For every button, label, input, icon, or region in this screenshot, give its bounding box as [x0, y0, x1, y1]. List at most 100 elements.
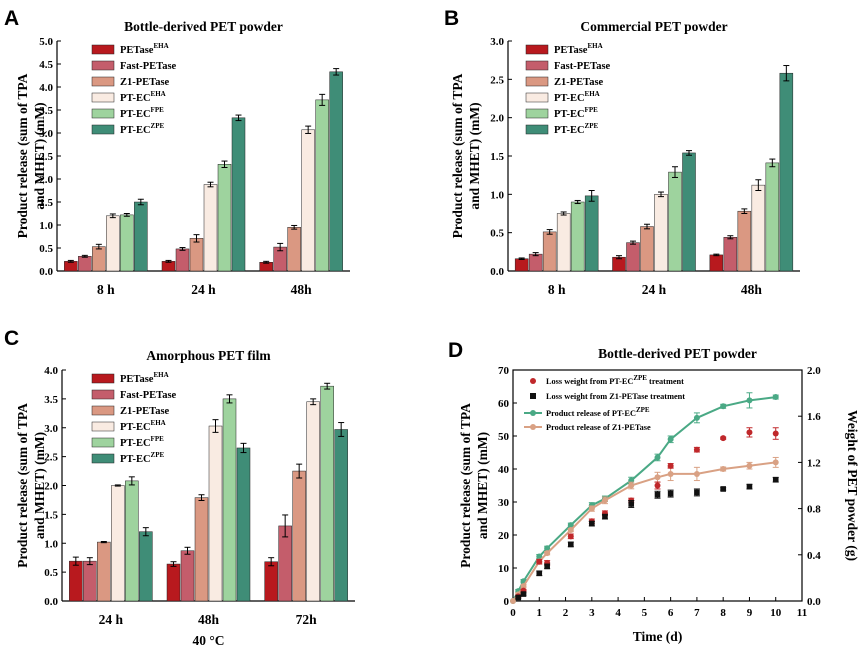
panel-c-chart: 0.0 0.5 1.0 1.5 2.0 2.5 3.0 3.5 4.0 24 h 48h 72h Amo… [15, 348, 355, 648]
legend-label-text: PT-EC [120, 454, 151, 465]
x-axis-label: 40 °C [192, 633, 224, 648]
x-category-label: 24 h [642, 282, 667, 297]
bar [723, 237, 738, 272]
legend-marker [530, 393, 536, 399]
legend-label-text: PETase [554, 45, 588, 56]
loss-marker-z1 [694, 489, 700, 496]
loss-marker-z1 [667, 490, 674, 497]
bar [236, 447, 251, 602]
bar [301, 129, 315, 272]
legend-label-text: Fast-PETase [120, 390, 177, 401]
bar [287, 227, 301, 272]
bar [97, 541, 111, 602]
legend-label-sup: ZPE [636, 406, 650, 414]
bar [584, 195, 599, 272]
loss-marker-z1 [544, 563, 550, 570]
y-tick-label: 2.5 [44, 452, 58, 464]
y-axis-label-line1: Product release (sum of TPA [458, 403, 473, 568]
x-tick-label: 3 [589, 607, 595, 619]
legend-label-sup: EHA [151, 419, 166, 427]
y-tick-label: 50 [498, 431, 510, 443]
legend-label: Z1-PETase [120, 406, 170, 417]
legend-label: PETaseEHA [554, 42, 603, 56]
bar [514, 258, 529, 272]
legend-swatch [525, 92, 549, 103]
legend-label-text: Product release of Z1-PETase [546, 423, 651, 432]
line-marker [693, 470, 700, 477]
line-marker [588, 505, 595, 512]
legend-swatch [91, 92, 115, 103]
legend-label-sup: ZPE [151, 122, 165, 130]
legend-label: PT-ECFPE [554, 106, 598, 120]
legend-label: PETaseEHA [120, 371, 169, 385]
bar [334, 429, 348, 602]
legend-swatch [525, 44, 549, 55]
line-marker [720, 403, 727, 410]
y2-tick-label: 0.8 [807, 504, 821, 516]
line-marker [772, 394, 779, 401]
x-tick-label: 11 [797, 607, 807, 619]
y-tick-label: 3.5 [39, 105, 53, 117]
legend-label: PT-ECZPE [120, 122, 164, 136]
legend-label-text: PT-EC [120, 109, 151, 120]
y-axis-label-line1: Product release (sum of TPA [15, 73, 30, 238]
panel-letter-a: A [4, 7, 19, 30]
legend-label: Fast-PETase [120, 390, 177, 401]
y-tick-label: 0 [504, 596, 510, 608]
y-tick-label: 2.5 [490, 74, 504, 86]
y-axis-label: Product release (sum of TPA and MHET) (mM… [15, 403, 47, 568]
y-tick-label: 40 [498, 464, 510, 476]
x-tick-label: 1 [537, 607, 543, 619]
line-marker [654, 454, 661, 461]
legend-swatch [525, 76, 549, 87]
x-category-label: 8 h [548, 282, 566, 297]
loss-marker-z1 [772, 476, 779, 483]
line-marker [567, 522, 574, 529]
bar [306, 401, 320, 602]
panel-d-chart: 0 1 2 3 4 5 6 7 8 9 10 11 0 10 20 30 40 50 60 70 0.0 0.4 0.8 1.… [458, 346, 860, 644]
y-tick-label: 1.0 [39, 220, 53, 232]
y-tick-label: 2.5 [39, 151, 53, 163]
y2-tick-label: 0.4 [807, 550, 821, 562]
y-axis-label-line2: and MHET) (mM) [32, 102, 47, 209]
y-tick-label: 4.0 [39, 82, 53, 94]
legend-label: Z1-PETase [120, 77, 170, 88]
panel-letter-b: B [444, 7, 459, 30]
bar [203, 184, 218, 272]
bar [329, 71, 343, 272]
loss-marker-z1 [568, 541, 574, 548]
line-marker [544, 545, 551, 552]
line-marker [544, 550, 551, 557]
bar [654, 194, 668, 272]
x-tick-label: 4 [615, 607, 621, 619]
y-tick-label: 0.0 [490, 266, 504, 278]
y-tick-label: 1.5 [44, 509, 58, 521]
bar [626, 242, 640, 272]
bar [189, 238, 204, 272]
legend-swatch [91, 405, 115, 416]
bar [668, 171, 682, 272]
line-marker [667, 436, 674, 443]
legend-label-sup: ZPE [585, 122, 599, 130]
loss-marker-zpe [746, 429, 753, 436]
legend-label-text: PT-EC [554, 109, 585, 120]
bar [139, 531, 153, 602]
bar [78, 256, 92, 272]
y-tick-label: 2.0 [44, 481, 58, 493]
legend-label: Fast-PETase [120, 61, 177, 72]
bar [612, 256, 626, 272]
bar [751, 184, 766, 272]
legend-label-text: PT-EC [120, 422, 151, 433]
bar [709, 254, 724, 272]
y-tick-label: 2.0 [39, 174, 53, 186]
legend-label-text: Fast-PETase [554, 61, 611, 72]
line-marker [772, 459, 779, 466]
bar [542, 231, 557, 272]
loss-marker-z1 [746, 483, 753, 490]
y2-tick-label: 1.6 [807, 411, 821, 423]
bar [180, 550, 195, 602]
y-axis-label-line1: Product release (sum of TPA [15, 403, 30, 568]
panel-title: Amorphous PET film [146, 348, 271, 363]
loss-marker-z1 [536, 570, 543, 577]
panel-title: Commercial PET powder [580, 19, 727, 34]
